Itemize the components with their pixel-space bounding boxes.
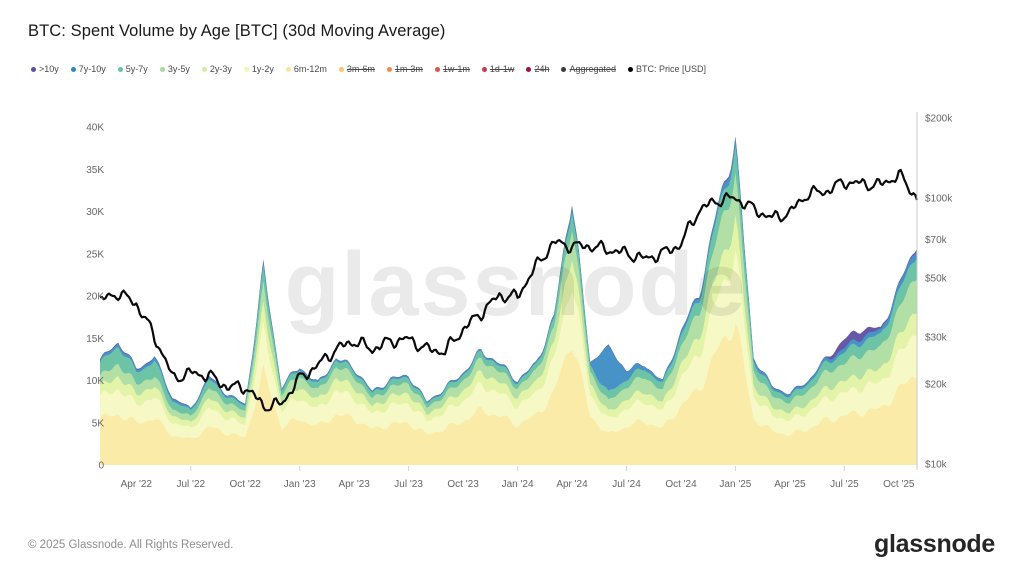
x-tick-label: Apr '22 (121, 479, 153, 490)
legend-color-dot (70, 66, 76, 72)
y-right-tick-label: $10k (925, 460, 948, 471)
y-left-tick-label: 10K (86, 376, 104, 387)
legend-item-1w-1m[interactable]: 1w-1m (434, 64, 470, 74)
x-tick-label: Oct '25 (883, 479, 915, 490)
x-tick-label: Jul '24 (612, 479, 641, 490)
legend-item-label: 3m-6m (346, 64, 375, 74)
y-left-tick-label: 20K (86, 292, 104, 303)
legend-color-dot (159, 66, 165, 72)
legend-item-label: 1w-1m (442, 64, 470, 74)
legend-color-dot (201, 66, 207, 72)
legend-item-label: 6m-12m (293, 64, 327, 74)
legend-item-label: Aggregated (569, 64, 617, 74)
y-right-tick-label: $30k (925, 333, 948, 344)
y-left-tick-label: 40K (86, 123, 104, 134)
chart-title: BTC: Spent Volume by Age [BTC] (30d Movi… (28, 22, 446, 40)
legend-item-2y-3y[interactable]: 2y-3y (201, 64, 232, 74)
legend-item-label: 1m-3m (394, 64, 423, 74)
x-tick-label: Jan '23 (284, 479, 316, 490)
x-tick-label: Oct '22 (230, 479, 262, 490)
x-axis: Apr '22 Jul '22 Oct '22 Jan '23 Apr '23 Jul '… (121, 466, 915, 490)
legend-item-6m-12m[interactable]: 6m-12m (285, 64, 327, 74)
legend-item-btc-price-usd[interactable]: BTC: Price [USD] (628, 64, 706, 74)
legend-item-3m-6m[interactable]: 3m-6m (338, 64, 375, 74)
x-tick-label: Jan '24 (502, 479, 534, 490)
legend-color-dot (481, 66, 487, 72)
x-tick-label: Apr '23 (339, 479, 371, 490)
y-axis-right: $10k $20k $30k $50k $70k $100k $200k (925, 114, 953, 471)
y-left-tick-label: 15K (86, 334, 104, 345)
legend-item-label: 1y-2y (251, 64, 274, 74)
watermark: glassnode (284, 235, 747, 335)
x-tick-label: Jul '23 (394, 479, 423, 490)
legend-item-24h[interactable]: 24h (526, 64, 549, 74)
y-left-tick-label: 0 (98, 461, 104, 472)
legend-item-label: BTC: Price [USD] (636, 64, 707, 74)
legend-item-label: 7y-10y (78, 64, 106, 74)
legend-item-label: 1d-1w (489, 64, 515, 74)
price-line (99, 168, 919, 412)
legend-color-dot (243, 66, 249, 72)
legend-item-label: 2y-3y (209, 64, 232, 74)
x-tick-label: Jul '22 (177, 479, 206, 490)
x-tick-label: Jan '25 (719, 479, 751, 490)
x-tick-label: Jul '25 (830, 479, 859, 490)
copyright-text: © 2025 Glassnode. All Rights Reserved. (28, 539, 234, 551)
legend-item-1d-1w[interactable]: 1d-1w (481, 64, 515, 74)
legend-color-dot (386, 66, 392, 72)
x-tick-label: Apr '24 (556, 479, 588, 490)
legend-item-5y-7y[interactable]: 5y-7y (117, 64, 148, 74)
legend-color-dot (526, 66, 532, 72)
legend-item-7y-10y[interactable]: 7y-10y (70, 64, 106, 74)
legend-item-label: 24h (534, 64, 550, 74)
legend-color-dot (338, 66, 344, 72)
legend-color-dot (285, 66, 291, 72)
legend-item-1y-2y[interactable]: 1y-2y (243, 64, 274, 74)
legend-item-label: >10y (39, 64, 59, 74)
y-right-tick-label: $50k (925, 274, 948, 285)
stacked-areas (100, 136, 917, 465)
y-right-tick-label: $100k (925, 194, 953, 205)
legend-color-dot (31, 66, 36, 72)
legend-color-dot (561, 66, 567, 72)
y-axis-left: 0 5K 10K 15K 20K 25K 30K 35K 40K (86, 123, 104, 472)
y-left-tick-label: 30K (86, 207, 104, 218)
legend-item-label: 3y-5y (167, 64, 190, 74)
y-left-tick-label: 25K (86, 249, 104, 260)
legend-item-1m-3m[interactable]: 1m-3m (386, 64, 423, 74)
legend-item-label: 5y-7y (125, 64, 148, 74)
legend-item-aggregated[interactable]: Aggregated (561, 64, 616, 74)
x-tick-label: Oct '24 (665, 479, 697, 490)
x-tick-label: Apr '25 (774, 479, 806, 490)
legend-item-3y-5y[interactable]: 3y-5y (159, 64, 190, 74)
legend-color-dot (117, 66, 123, 72)
legend-color-dot (434, 66, 440, 72)
glassnode-logo: glassnode (874, 530, 995, 558)
area-band-6m-12m (100, 323, 917, 465)
y-left-tick-label: 35K (86, 165, 104, 176)
y-right-tick-label: $70k (925, 235, 948, 246)
y-left-tick-label: 5K (92, 418, 105, 429)
legend-color-dot (628, 66, 634, 72)
x-tick-label: Oct '23 (447, 479, 479, 490)
y-right-tick-label: $20k (925, 380, 948, 391)
legend-item-10y[interactable]: >10y (31, 64, 59, 74)
legend: >10y 7y-10y 5y-7y 3y-5y 2y-3y 1y-2y 6m-12m 3m-6… (31, 64, 706, 74)
y-right-tick-label: $200k (925, 114, 953, 125)
